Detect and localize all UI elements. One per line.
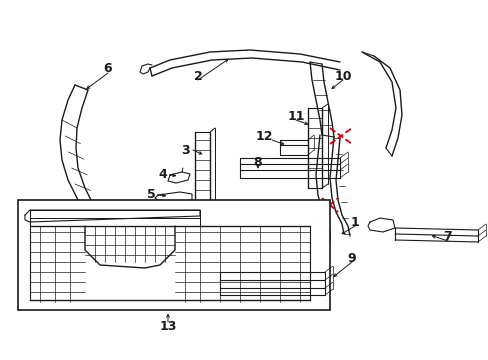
Text: 13: 13	[159, 320, 176, 333]
Text: 8: 8	[253, 157, 262, 170]
Text: 1: 1	[350, 216, 359, 229]
Bar	[18, 200, 329, 310]
Text: 3: 3	[181, 144, 189, 157]
Text: 12: 12	[255, 130, 272, 143]
Text: 11: 11	[286, 109, 304, 122]
Text: 10: 10	[334, 69, 351, 82]
Text: 7: 7	[443, 230, 451, 243]
Text: 4: 4	[158, 168, 167, 181]
Text: 2: 2	[193, 69, 202, 82]
Text: 6: 6	[103, 62, 112, 75]
Text: 5: 5	[146, 189, 155, 202]
Text: 9: 9	[347, 252, 356, 265]
